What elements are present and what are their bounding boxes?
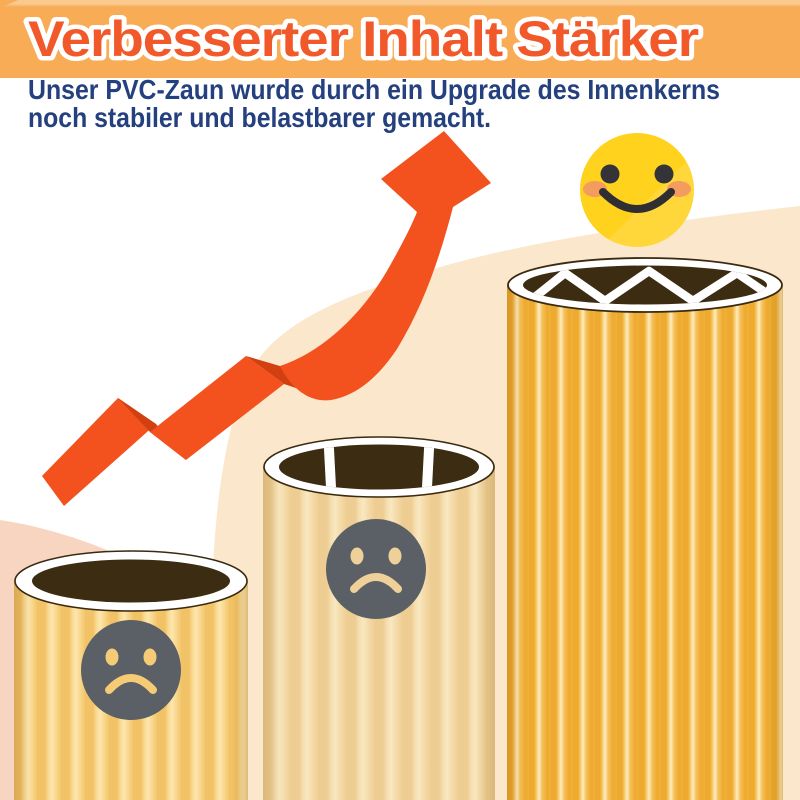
post-medium-body bbox=[263, 467, 495, 800]
post-large-reinforced bbox=[507, 255, 783, 800]
corner-decoration bbox=[0, 0, 18, 8]
growth-arrow-icon bbox=[42, 131, 491, 506]
header-band bbox=[0, 0, 800, 78]
post-large-body bbox=[507, 285, 783, 800]
post-large-cross-section bbox=[507, 257, 783, 313]
happy-face-icon bbox=[580, 133, 695, 248]
sad-face-icon bbox=[81, 620, 181, 720]
sad-face-icon bbox=[326, 519, 426, 619]
header: Verbesserter Inhalt Stärker Unser PVC-Za… bbox=[24, 7, 721, 134]
subtitle-line-2: noch stabiler und belastbarer gemacht. bbox=[28, 102, 491, 133]
post-medium-cross-section bbox=[263, 436, 495, 498]
subtitle-line-1: Unser PVC-Zaun wurde durch ein Upgrade d… bbox=[28, 74, 720, 105]
post-medium-chambered bbox=[263, 434, 495, 800]
page-title: Verbesserter Inhalt Stärker bbox=[28, 11, 699, 67]
post-small-hollow bbox=[14, 548, 248, 800]
post-small-cross-section bbox=[14, 550, 248, 612]
